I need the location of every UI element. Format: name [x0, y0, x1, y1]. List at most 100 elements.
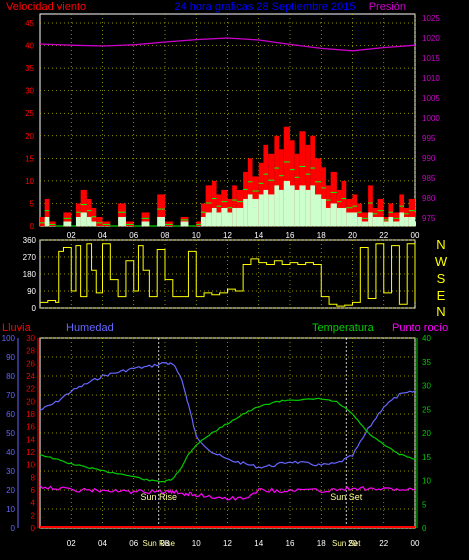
wind-average-bar [263, 189, 269, 226]
wind-average-bar [388, 216, 394, 226]
humidity-line [39, 361, 416, 469]
hour-tick-label: 18 [317, 539, 326, 548]
direction-tick-label: 360 [23, 236, 37, 245]
pressure-tick-label: 995 [422, 134, 436, 143]
wind-average-bar [283, 180, 290, 226]
wind-average-bar [357, 216, 362, 226]
hour-tick-label: 20 [348, 231, 357, 240]
wind-average-bar [63, 221, 72, 226]
wind-tick-label: 10 [25, 177, 34, 186]
wind-average-bar [157, 216, 165, 226]
wind-gust-bar [96, 216, 103, 226]
rain-tick-label: 18 [26, 410, 35, 419]
hour-tick-label: 10 [192, 539, 201, 548]
wind-gust-bar [341, 180, 347, 226]
wind-average-bar [141, 221, 150, 226]
rain-tick-label: 8 [31, 473, 36, 482]
wind-gust-bar [415, 212, 416, 226]
date-title: 24 hora graficas 28 Septiembre 2015 [174, 1, 355, 13]
wind-average-bar [361, 221, 369, 226]
wind-average-bar [243, 198, 248, 226]
rain-tick-label: 26 [26, 359, 35, 368]
wind-average-bar [227, 212, 233, 226]
sun-rise-axis-label: Sun Rise [143, 539, 176, 548]
wind-gust-bar [361, 212, 369, 226]
temperature-tick-label: 0 [422, 524, 427, 533]
hour-tick-label: 20 [348, 539, 357, 548]
hour-tick-label: 00 [411, 539, 420, 548]
wind-gust-bar [399, 194, 405, 226]
wind-average-bar [368, 212, 373, 226]
humidity-axis-labels: 0 10 20 30 40 50 60 70 80 90 100 [2, 334, 16, 533]
temperature-axis-labels: 0 5 10 15 20 25 30 35 40 [422, 334, 431, 533]
wind-average-bar [315, 194, 322, 226]
wind-gust-bar [283, 126, 290, 226]
hour-tick-label: 04 [98, 231, 107, 240]
wind-gust-bar [165, 221, 173, 226]
wind-gust-bar [86, 198, 92, 226]
humidity-tick-label: 80 [6, 372, 15, 381]
hour-tick-label: 12 [223, 231, 232, 240]
wind-tick-label: 15 [25, 154, 34, 163]
compass-n-top: N [436, 237, 445, 252]
humidity-tick-label: 100 [2, 334, 16, 343]
wind-gust-bar [388, 203, 394, 226]
wind-average-bars [40, 161, 416, 227]
compass-s: S [437, 271, 446, 286]
wind-gust-bar [325, 185, 331, 226]
wind-tick-label: 30 [25, 87, 34, 96]
rain-tick-label: 10 [26, 461, 35, 470]
wind-gust-bar [211, 180, 217, 226]
pressure-line [39, 37, 416, 52]
humidity-tick-label: 20 [6, 486, 15, 495]
temperature-tick-label: 30 [422, 382, 431, 391]
wind-gust-bar [232, 185, 237, 226]
wind-gust-bar [196, 221, 201, 226]
hour-tick-label: 06 [129, 231, 138, 240]
wind-average-bar [393, 221, 400, 226]
humidity-tick-label: 50 [6, 429, 15, 438]
wind-gust-bar [274, 135, 280, 226]
dewpoint-title: Punto rocío [392, 322, 448, 334]
wind-tick-label: 40 [25, 42, 34, 51]
temperature-tick-label: 25 [422, 405, 431, 414]
wind-average-bar [310, 185, 315, 226]
rain-title: Lluvia [2, 322, 32, 334]
pressure-tick-label: 1010 [422, 74, 440, 83]
wind-gust-bar [408, 198, 415, 226]
wind-gust-bar [200, 203, 206, 226]
wind-gust-bar [63, 212, 72, 226]
hour-axis-labels: 02 02 04 04 06 06 08 08 10 10 12 12 14 14 16 16 18 18 20 20… [67, 231, 420, 548]
wind-average-bar [232, 207, 237, 226]
wind-average-bar [321, 198, 326, 226]
wind-gust-bar [125, 221, 134, 226]
temperature-tick-label: 10 [422, 477, 431, 486]
hour-tick-label: 10 [192, 231, 201, 240]
wind-tick-label: 5 [30, 199, 35, 208]
rain-tick-label: 16 [26, 423, 35, 432]
wind-tick-label: 45 [25, 19, 34, 28]
hour-tick-label: 02 [67, 539, 76, 548]
direction-axis-labels: 0 90 180 270 360 [23, 236, 37, 313]
wind-average-bar [274, 185, 280, 226]
hour-tick-label: 14 [254, 539, 263, 548]
wind-average-bar [80, 212, 87, 226]
wind-tick-label: 20 [25, 132, 34, 141]
rain-tick-label: 20 [26, 397, 35, 406]
wind-average-bar [404, 216, 409, 226]
wind-gust-bar [247, 158, 253, 226]
wind-gust-bar [80, 189, 87, 226]
humidity-tick-label: 0 [11, 524, 16, 533]
hour-tick-label: 04 [98, 539, 107, 548]
compass-n-bottom: N [436, 304, 445, 319]
wind-gust-bar [40, 216, 45, 226]
wind-gust-bar [315, 158, 322, 226]
temperature-tick-label: 35 [422, 358, 431, 367]
direction-tick-label: 270 [23, 253, 37, 262]
rain-tick-label: 22 [26, 385, 35, 394]
humidity-tick-label: 40 [6, 448, 15, 457]
wind-average-bar [236, 207, 244, 226]
wind-average-bar [377, 216, 384, 226]
